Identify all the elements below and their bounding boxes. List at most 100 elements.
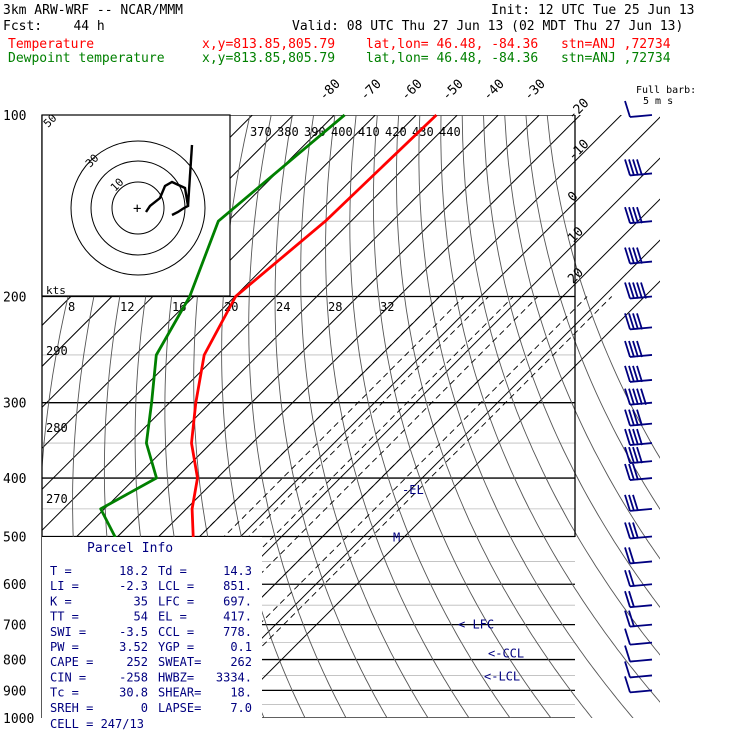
wind-barb-flag <box>628 388 635 405</box>
parcel-info-panel: Parcel Info T = 18.2 Td = 14.3 LI = -2.3 LCL = 8… <box>42 537 262 731</box>
wind-barb-flag <box>632 428 639 446</box>
parcel-key-right: YGP = <box>158 640 194 654</box>
parcel-key-right: SHEAR= <box>158 686 201 700</box>
isotherm--30 <box>42 115 540 613</box>
model-title: 3km ARW-WRF -- NCAR/MMM <box>3 3 184 18</box>
wind-barb-flag <box>624 313 631 330</box>
parcel-value-right: 7.0 <box>230 701 252 715</box>
isotherm-label--80: -80 <box>317 77 344 104</box>
parcel-value-right: 851. <box>223 579 252 593</box>
wind-barb-flag <box>640 282 647 299</box>
pressure-label-600: 600 <box>3 578 26 593</box>
marker-el: -EL <box>402 483 424 497</box>
parcel-value-left: 35 <box>134 594 148 608</box>
wind-barb-shaft <box>629 658 653 663</box>
parcel-value-right: 778. <box>223 625 252 639</box>
wind-barb-flag <box>632 282 639 299</box>
wind-barb <box>624 676 653 694</box>
dry-adiabat-21 <box>525 115 660 511</box>
theta-e-label-370: 370 <box>250 125 272 139</box>
dry-adiabat-14 <box>372 115 552 718</box>
pressure-label-100: 100 <box>3 109 26 124</box>
wind-barb-flag <box>628 159 635 176</box>
pressure-label-300: 300 <box>3 397 26 412</box>
wind-barb-flag <box>636 388 643 405</box>
marker-ccl: <-CCL <box>488 646 524 660</box>
dewpoint-station: stn=ANJ ,72734 <box>561 51 671 66</box>
parcel-key-left: CAPE = <box>50 655 93 669</box>
marker-lcl: <-LCL <box>484 670 520 684</box>
dry-adiabat-12 <box>325 115 470 718</box>
parcel-key-left: PW = <box>50 640 79 654</box>
theta-label-290: 290 <box>46 344 68 358</box>
wind-barb-shaft <box>629 114 653 118</box>
wind-barb <box>624 628 653 646</box>
full-barb-value: 5 m s <box>643 96 673 107</box>
wind-barb <box>624 100 653 118</box>
wind-barb <box>624 388 653 406</box>
parcel-value-right: 0.1 <box>230 640 252 654</box>
wind-barb-flag <box>624 159 631 176</box>
dry-adiabat-17 <box>440 115 660 703</box>
theta-e-label-410: 410 <box>358 125 380 139</box>
wind-barb-flag <box>624 522 631 539</box>
isotherm--70 <box>42 115 377 450</box>
parcel-key-left: K = <box>50 594 72 608</box>
wind-barb-flag <box>628 340 635 358</box>
isotherm-label-20: 20 <box>565 265 587 287</box>
parcel-key-right: CCL = <box>158 625 194 639</box>
wind-barb <box>624 365 653 383</box>
marker-lfc: < LFC <box>458 617 494 631</box>
parcel-key-right: SWEAT= <box>158 655 201 669</box>
wind-barb-flag <box>636 313 643 330</box>
dry-adiabat-13 <box>349 115 511 718</box>
wind-barb <box>624 463 653 481</box>
wind-barb-flag <box>636 428 643 446</box>
parcel-value-left: 3.52 <box>119 640 148 654</box>
marker-m: M <box>393 530 400 544</box>
pressure-label-1000: 1000 <box>3 712 34 727</box>
speed-label-24: 24 <box>276 300 290 314</box>
parcel-value-left: -258 <box>119 670 148 684</box>
wind-barb <box>624 610 653 628</box>
hodograph-center-icon: + <box>133 201 141 217</box>
theta-label-280: 280 <box>46 421 68 435</box>
dry-adiabat-22 <box>546 115 660 459</box>
wind-barb-flag <box>636 409 643 426</box>
wind-barb-flag <box>628 590 635 608</box>
wind-barb-flag <box>624 494 631 512</box>
parcel-key-left: SREH = <box>50 701 93 715</box>
wind-barb-flag <box>624 365 631 383</box>
parcel-value-left: -2.3 <box>119 579 148 593</box>
wind-barb-shaft <box>629 674 653 679</box>
wind-barb-flag <box>624 547 631 564</box>
parcel-info-cell: CELL = 247/13 <box>50 717 144 731</box>
wind-barb <box>624 428 653 446</box>
wind-barb-flag <box>628 428 635 446</box>
wind-barb-flag <box>628 522 635 539</box>
dry-adiabat-9 <box>248 115 347 718</box>
wind-barb-flag <box>636 365 643 383</box>
parcel-key-right: HWBZ= <box>158 670 194 684</box>
wind-barb <box>624 313 653 331</box>
wind-barb <box>624 206 653 225</box>
temperature-latlon: lat,lon= 46.48, -84.36 <box>366 37 539 52</box>
wind-barb-flag <box>632 388 639 405</box>
parcel-key-left: Tc = <box>50 686 79 700</box>
parcel-value-right: 18. <box>230 686 252 700</box>
wind-barb-flag <box>632 446 639 464</box>
wind-barb-flag <box>632 494 639 512</box>
wind-barb-flag <box>624 428 631 446</box>
forecast-hour: Fcst: 44 h <box>3 19 105 34</box>
wind-barb-flag <box>628 494 635 512</box>
pressure-label-800: 800 <box>3 654 26 669</box>
wind-barb-flag <box>636 446 643 464</box>
isotherm-label--40: -40 <box>481 77 508 104</box>
wind-barb-flag <box>624 463 631 481</box>
temperature-station: stn=ANJ ,72734 <box>561 37 671 52</box>
isotherm-40 <box>222 280 660 718</box>
wind-barb-flag <box>636 247 643 264</box>
theta-e-label-380: 380 <box>277 125 299 139</box>
wind-barb-flag <box>640 388 647 405</box>
wind-barb <box>624 446 653 465</box>
